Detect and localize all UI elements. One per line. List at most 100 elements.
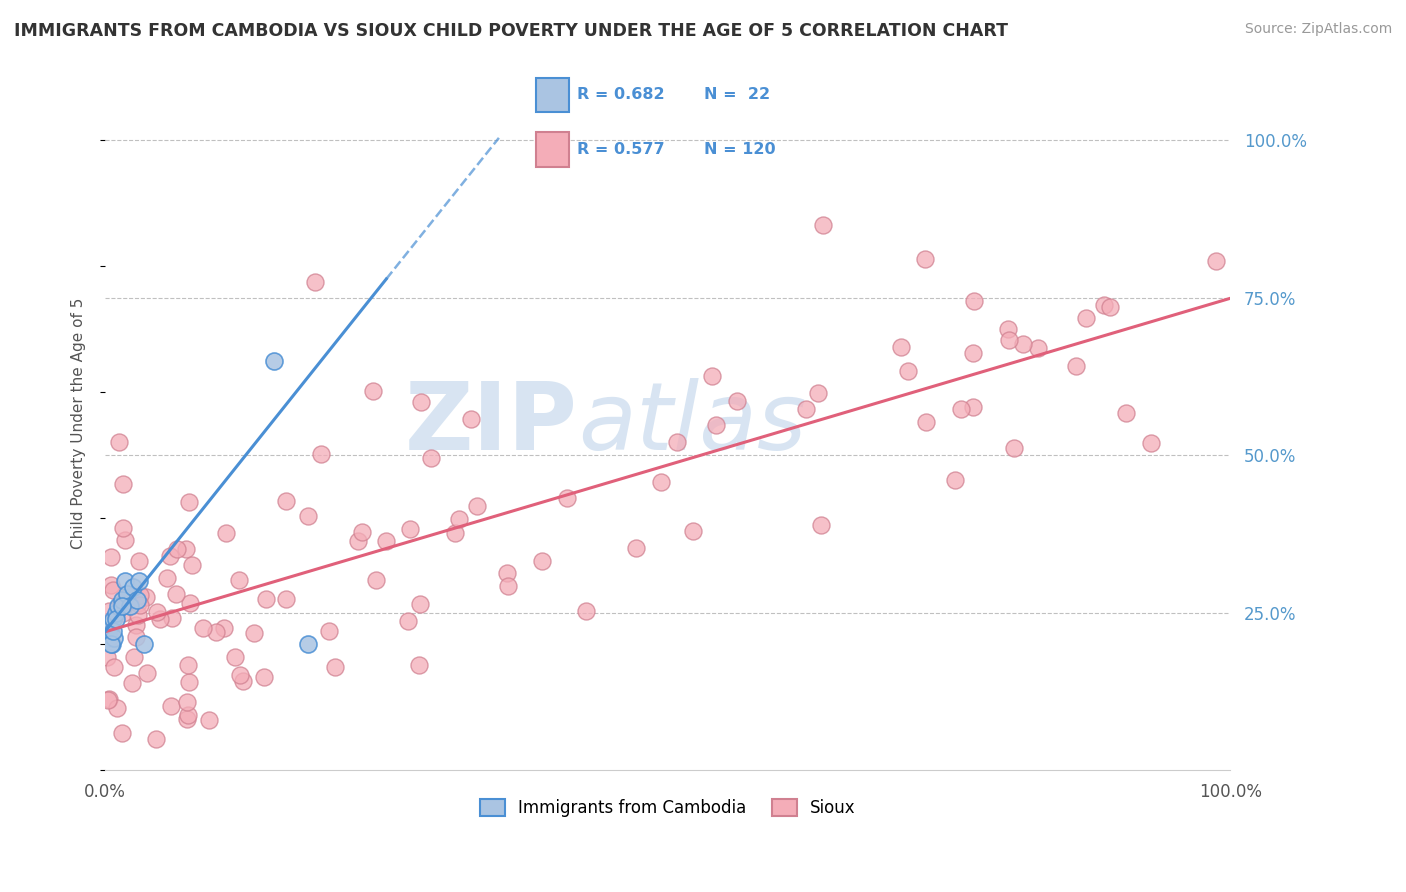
Point [409,597,432,611]
Point [1074,311,1097,326]
Point [252,670,274,684]
Point [309,447,332,461]
Point [111,725,134,739]
Text: R = 0.577: R = 0.577 [578,142,665,157]
Point [105,606,128,620]
Point [352,525,374,540]
Point [1066,359,1088,373]
Point [110,598,132,612]
Point [111,599,134,614]
Point [447,512,470,526]
Point [346,534,368,549]
Point [135,591,157,605]
Point [96,649,118,664]
Point [176,712,198,726]
Point [228,667,250,681]
Point [228,573,250,587]
Point [107,599,129,614]
Point [114,597,136,611]
Point [1026,342,1049,356]
Point [897,363,920,377]
Point [117,587,139,601]
Text: IMMIGRANTS FROM CAMBODIA VS SIOUX CHILD POVERTY UNDER THE AGE OF 5 CORRELATION C: IMMIGRANTS FROM CAMBODIA VS SIOUX CHILD … [14,22,1008,40]
Point [810,518,832,533]
Point [128,553,150,567]
Text: N =  22: N = 22 [704,87,770,103]
Point [129,599,152,613]
Point [114,533,136,547]
Point [160,698,183,713]
Point [700,368,723,383]
Point [420,451,443,466]
Point [943,473,966,487]
Point [127,607,149,622]
Point [498,579,520,593]
Point [297,508,319,523]
Point [114,574,136,588]
Point [1115,406,1137,420]
Point [811,219,834,233]
Point [1205,254,1227,268]
Point [962,346,984,360]
Point [398,615,420,629]
Point [555,491,578,505]
Point [626,541,648,555]
Point [122,650,145,665]
Point [914,252,936,266]
Point [174,542,197,557]
Point [160,611,183,625]
Legend: Immigrants from Cambodia, Sioux: Immigrants from Cambodia, Sioux [474,792,862,824]
Point [177,708,200,723]
Point [274,591,297,606]
Text: N = 120: N = 120 [704,142,776,157]
Point [408,657,430,672]
Point [364,574,387,588]
Point [232,674,254,689]
Point [197,713,219,727]
Point [97,624,120,639]
Point [98,692,121,706]
Point [682,524,704,538]
Point [100,618,122,632]
FancyBboxPatch shape [536,78,568,112]
Point [101,624,124,639]
Point [105,612,128,626]
Point [128,574,150,588]
Point [1140,436,1163,450]
Point [101,612,124,626]
Point [1011,336,1033,351]
Point [242,625,264,640]
Point [495,566,517,581]
Point [115,588,138,602]
Point [125,593,148,607]
Point [136,665,159,680]
Point [177,658,200,673]
Point [125,617,148,632]
Point [149,612,172,626]
Point [134,637,156,651]
Point [118,599,141,614]
Point [361,384,384,398]
Point [159,549,181,564]
Point [467,500,489,514]
Point [997,322,1019,336]
Point [411,395,433,409]
Text: R = 0.682: R = 0.682 [578,87,665,103]
Point [725,393,748,408]
Point [212,621,235,635]
FancyBboxPatch shape [536,132,568,167]
Point [796,402,818,417]
Point [666,435,689,450]
Point [112,477,135,491]
Point [704,417,727,432]
Point [107,434,129,449]
Point [998,333,1021,347]
Point [111,593,134,607]
Point [276,494,298,508]
Point [205,625,228,640]
Point [650,475,672,489]
Point [531,553,554,567]
Point [215,525,238,540]
Point [460,412,482,426]
Point [224,649,246,664]
